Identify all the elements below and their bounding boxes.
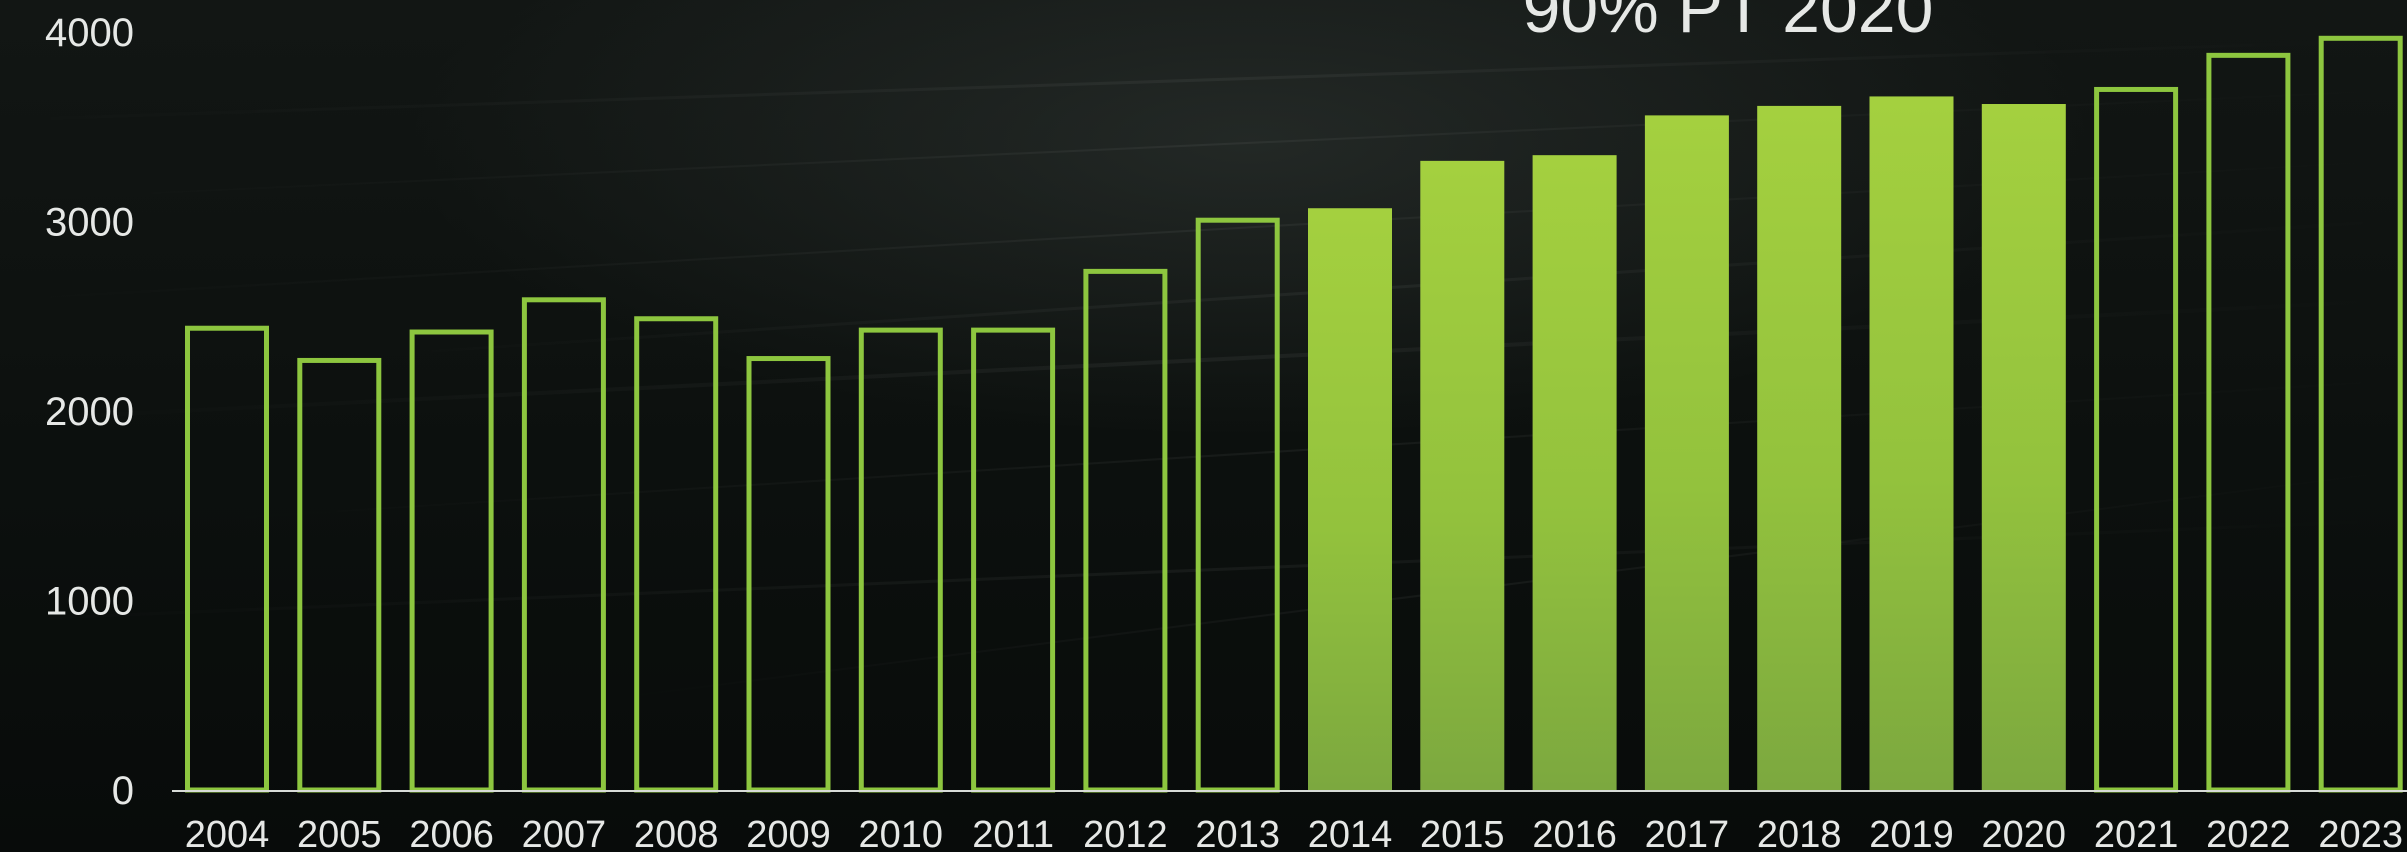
bar-2011	[971, 327, 1056, 793]
x-tick-label: 2009	[746, 814, 831, 852]
x-tick-label: 2018	[1757, 814, 1842, 852]
x-tick-label: 2012	[1083, 814, 1168, 852]
x-tick-label: 2010	[859, 814, 944, 852]
x-tick-label: 2006	[409, 814, 494, 852]
x-tick-label: 2020	[1982, 814, 2067, 852]
y-axis: 0 1000 2000 3000 4000	[45, 11, 134, 813]
x-tick-label: 2005	[297, 814, 382, 852]
x-tick-label: 2017	[1645, 814, 1730, 852]
bar-2005	[297, 357, 382, 793]
x-axis: 2004 2005 2006 2007 2008 2009 2010 2011 2012 2013…	[172, 790, 2407, 852]
x-tick-label: 2011	[972, 814, 1054, 852]
background-streak	[0, 38, 2407, 122]
x-tick-label: 2007	[522, 814, 607, 852]
bar-2018	[1757, 105, 1842, 790]
bars-group	[185, 35, 2403, 793]
bar-2023	[2318, 35, 2403, 793]
x-tick-label: 2015	[1420, 814, 1505, 852]
y-tick-label: 3000	[45, 201, 134, 245]
y-tick-label: 0	[112, 769, 134, 813]
x-tick-label: 2004	[185, 814, 270, 852]
y-tick-label: 2000	[45, 390, 134, 434]
x-tick-label: 2021	[2094, 814, 2179, 852]
x-tick-label: 2023	[2318, 814, 2403, 852]
x-tick-label: 2008	[634, 814, 719, 852]
x-tick-label: 2019	[1869, 814, 1954, 852]
bar-2016	[1532, 155, 1617, 791]
background-streak	[199, 379, 2407, 521]
bar-2014	[1308, 208, 1392, 791]
bar-2015	[1420, 160, 1505, 791]
x-tick-label: 2013	[1195, 814, 1280, 852]
bar-2020	[1981, 104, 2066, 790]
x-tick-label: 2016	[1532, 814, 1617, 852]
bar-2021	[2094, 86, 2179, 793]
bar-2009	[746, 356, 831, 793]
bar-2013	[1195, 217, 1280, 793]
bar-2022	[2206, 52, 2291, 793]
x-tick-label: 2022	[2206, 814, 2291, 852]
x-tick-label: 2014	[1308, 814, 1393, 852]
bar-2019	[1869, 96, 1954, 791]
bar-2004	[185, 325, 269, 793]
bar-2007	[521, 297, 606, 793]
chart-title-group: 90% PT 2020	[1523, 0, 1934, 47]
bar-2012	[1083, 268, 1168, 793]
y-tick-label: 4000	[45, 11, 134, 55]
bar-2017	[1644, 115, 1729, 790]
chart-title: 90% PT 2020	[1523, 0, 1934, 47]
bar-2010	[858, 327, 943, 793]
y-tick-label: 1000	[45, 580, 134, 624]
